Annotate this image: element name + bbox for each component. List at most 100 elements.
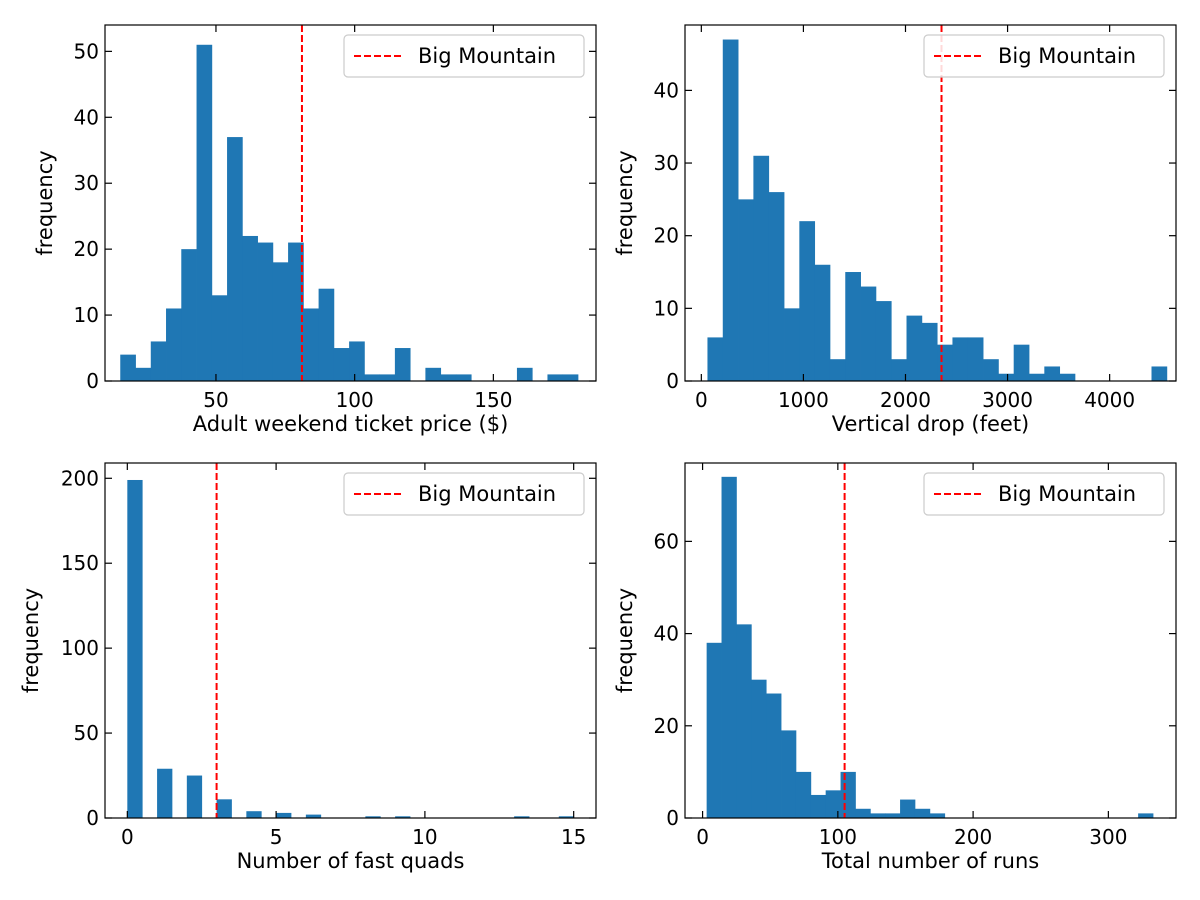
x-axis-label: Total number of runs [821, 849, 1039, 873]
x-tick-label: 10 [412, 825, 437, 849]
y-tick-label: 60 [654, 529, 679, 553]
histogram-bar [921, 322, 938, 381]
y-tick-label: 200 [61, 466, 99, 490]
histogram-bar [937, 344, 953, 381]
x-tick-label: 5 [270, 825, 283, 849]
histogram-bar [738, 199, 754, 381]
histogram-bar [781, 730, 797, 818]
histogram-bar [303, 308, 319, 381]
x-axis-label: Vertical drop (feet) [832, 412, 1030, 436]
histogram-bar [1138, 813, 1154, 818]
histogram-bar [547, 374, 564, 381]
y-axis-label: frequency [33, 150, 57, 255]
histogram-bar [875, 301, 892, 381]
x-tick-label: 2000 [880, 388, 931, 412]
x-tick-label: 300 [1089, 825, 1127, 849]
histogram-bar [860, 286, 877, 381]
histogram-bar [455, 374, 472, 381]
histogram-bar [349, 341, 365, 381]
histogram-bar [318, 288, 335, 381]
x-tick-label: 3000 [982, 388, 1033, 412]
x-tick-label: 100 [336, 388, 374, 412]
histogram-bar [766, 693, 782, 818]
histogram-bar [845, 272, 861, 381]
y-tick-label: 40 [74, 105, 99, 129]
histogram-bar [196, 44, 213, 382]
histogram-bar [870, 813, 886, 818]
plot-frame [104, 24, 597, 382]
histogram-bar [305, 814, 322, 818]
histogram-bar [562, 374, 579, 381]
histogram-bar [906, 315, 923, 381]
histogram-bar [1029, 373, 1045, 381]
y-tick-label: 0 [666, 369, 679, 393]
y-tick-label: 0 [86, 806, 99, 830]
histogram-bar [216, 799, 232, 818]
histogram-bar [394, 348, 411, 381]
histogram-bar [558, 816, 575, 818]
histogram-bar [150, 341, 167, 381]
y-tick-label: 30 [74, 171, 99, 195]
legend-box [923, 472, 1165, 516]
histogram-bar [825, 790, 841, 818]
histogram-bar [333, 348, 350, 381]
legend-box [343, 34, 585, 78]
y-tick-label: 50 [74, 721, 99, 745]
y-tick-label: 0 [86, 369, 99, 393]
histogram-bar [1059, 373, 1076, 381]
histogram-bar [799, 221, 816, 381]
histogram-bar [425, 367, 442, 381]
histogram-bar [707, 337, 724, 381]
y-axis-label: frequency [613, 150, 637, 255]
x-tick-label: 15 [561, 825, 586, 849]
y-tick-label: 40 [654, 622, 679, 646]
histogram-bar [914, 808, 931, 818]
y-tick-label: 10 [654, 296, 679, 320]
histogram-bar [810, 794, 827, 818]
y-tick-label: 10 [74, 303, 99, 327]
histogram-bar [706, 642, 722, 818]
y-tick-label: 20 [654, 714, 679, 738]
x-axis-label: Adult weekend ticket price ($) [193, 412, 509, 436]
histogram-bar [753, 155, 770, 381]
legend-label: Big Mountain [418, 482, 556, 506]
y-tick-label: 100 [61, 636, 99, 660]
histogram-bar [983, 359, 999, 381]
x-tick-label: 50 [203, 388, 228, 412]
histogram-panel-vertical-drop: 0 1000 2000 3000 4000 0 10 20 30 40 Vertical drop … [613, 24, 1177, 436]
histogram-bar [288, 242, 304, 381]
histogram-bar [157, 768, 173, 818]
histogram-bar [998, 373, 1015, 381]
legend-label: Big Mountain [418, 44, 556, 68]
histogram-bar [795, 771, 812, 818]
histogram-bar [211, 295, 228, 381]
x-axis-label: Number of fast quads [237, 849, 465, 873]
x-tick-label: 4000 [1084, 388, 1135, 412]
legend-label: Big Mountain [998, 482, 1136, 506]
x-tick-label: 200 [954, 825, 992, 849]
histogram-bar [257, 242, 274, 381]
legend: Big Mountain [343, 34, 585, 78]
histogram-bar [181, 249, 197, 381]
histogram-bar [885, 813, 901, 818]
x-tick-label: 100 [819, 825, 857, 849]
histogram-bar [276, 812, 292, 818]
x-tick-label: 0 [121, 825, 134, 849]
histogram-bar [855, 808, 871, 818]
histogram-bar [751, 679, 767, 818]
histogram-bar [1013, 344, 1030, 381]
x-tick-label: 150 [474, 388, 512, 412]
histogram-bar [768, 192, 785, 381]
histogram-bar [1044, 366, 1061, 381]
histogram-bar [900, 799, 916, 818]
histogram-bar [721, 476, 737, 818]
histogram-bar [242, 235, 258, 381]
histogram-bar [784, 308, 800, 381]
histogram-panel-total-runs: 0 100 200 300 0 20 40 60 Total number of runs fre… [613, 462, 1177, 873]
legend-label: Big Mountain [998, 44, 1136, 68]
histogram-bar [440, 374, 457, 381]
histogram-bar [379, 374, 396, 381]
histogram-bar [514, 816, 530, 818]
